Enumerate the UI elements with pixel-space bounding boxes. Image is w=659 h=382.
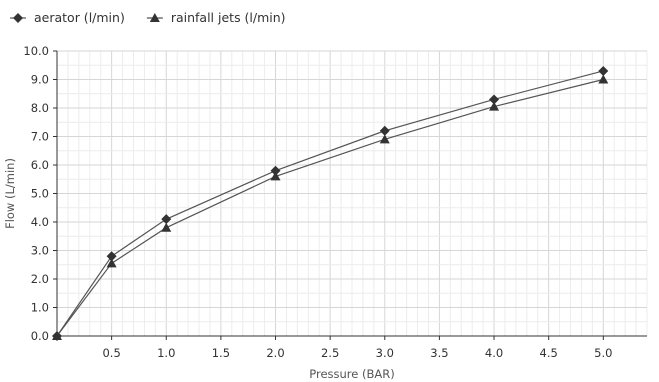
y-tick-label: 9.0: [31, 73, 49, 87]
data-point: [106, 251, 117, 262]
x-tick-label: 5.0: [594, 346, 612, 360]
x-tick-label: 4.0: [485, 346, 503, 360]
legend-label: rainfall jets (l/min): [171, 10, 286, 25]
data-point: [598, 74, 609, 84]
legend-item-2: rainfall jets (l/min): [146, 10, 286, 25]
y-tick-label: 4.0: [31, 215, 49, 229]
x-tick-label: 1.5: [212, 346, 230, 360]
x-tick-label: 0.5: [102, 346, 120, 360]
series-layer: [52, 65, 609, 341]
x-tick-label: 3.0: [376, 346, 394, 360]
data-point: [379, 134, 390, 144]
x-tick-label: 1.0: [157, 346, 175, 360]
y-tick-label: 3.0: [31, 244, 49, 258]
series-1: [52, 65, 609, 341]
x-tick-label: 4.5: [540, 346, 558, 360]
legend: aerator (l/min) rainfall jets (l/min): [10, 10, 286, 25]
y-tick-label: 1.0: [31, 301, 49, 315]
grid: [57, 50, 648, 336]
data-point: [161, 222, 172, 232]
data-point: [489, 101, 500, 111]
data-point: [598, 65, 609, 76]
x-tick-label: 3.5: [430, 346, 448, 360]
y-tick-label: 0.0: [31, 329, 49, 343]
y-tick-label: 8.0: [31, 101, 49, 115]
y-axis-title: Flow (L/min): [3, 158, 17, 229]
data-point: [270, 165, 281, 176]
y-tick-label: 2.0: [31, 272, 49, 286]
data-point: [489, 94, 500, 105]
x-tick-label: 2.5: [321, 346, 339, 360]
data-point: [52, 331, 62, 340]
y-tick-label: 5.0: [31, 187, 49, 201]
series-2: [52, 74, 609, 340]
data-point: [270, 171, 281, 181]
y-tick-label: 10.0: [23, 44, 49, 58]
triangle-marker-icon: [149, 13, 160, 22]
diamond-marker-icon: [13, 13, 23, 23]
data-point: [106, 258, 117, 268]
data-point: [379, 125, 390, 136]
legend-item-1: aerator (l/min): [10, 10, 125, 25]
legend-label: aerator (l/min): [34, 10, 125, 25]
data-point: [161, 214, 172, 225]
x-tick-label: 2.0: [266, 346, 284, 360]
x-axis-title: Pressure (BAR): [309, 367, 394, 381]
y-tick-label: 7.0: [31, 130, 49, 144]
y-tick-label: 6.0: [31, 158, 49, 172]
axes: 0.0 1.0 2.0 3.0 4.0 5.0 6.0 7.0 8.0 9.0 10.0 0.5 1.0…: [23, 44, 647, 360]
